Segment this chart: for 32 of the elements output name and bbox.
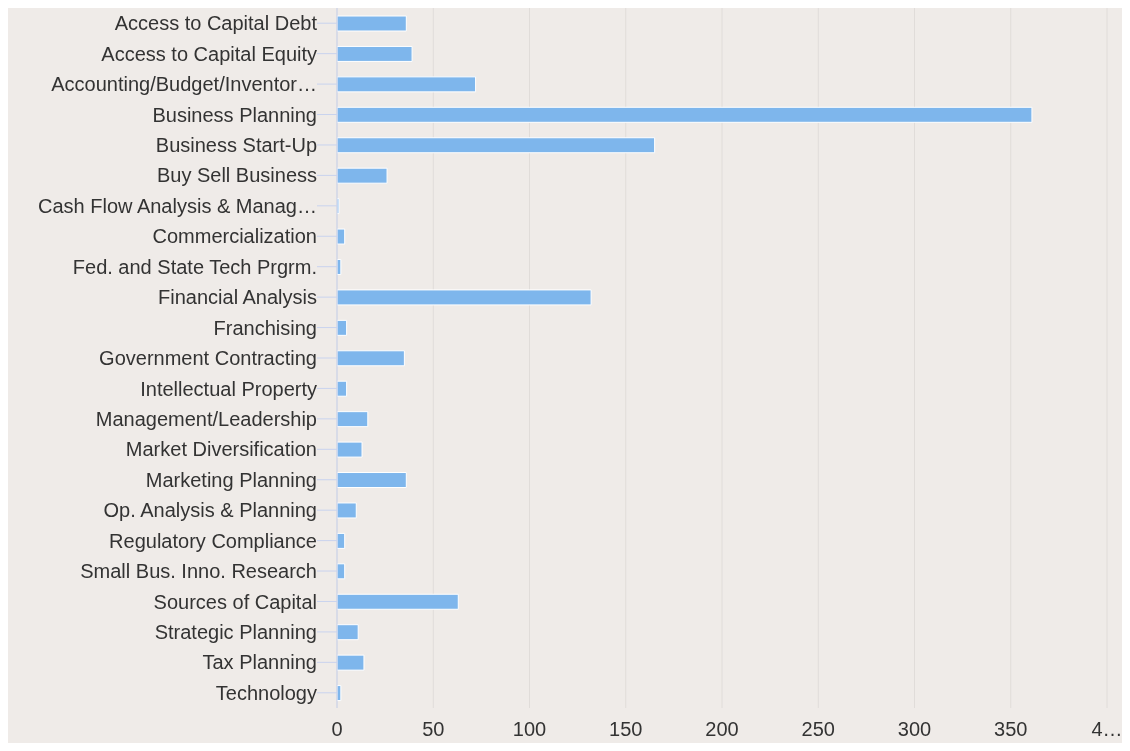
x-tick-label: 200: [705, 718, 739, 741]
x-tick-label: 350: [994, 718, 1028, 741]
y-tick-label: Fed. and State Tech Prgrm.: [72, 255, 317, 278]
y-tick-label: Intellectual Property: [140, 377, 317, 400]
y-tick-label: Financial Analysis: [158, 286, 317, 309]
y-tick-label: Business Start-Up: [155, 134, 317, 157]
x-tick-label: 100: [512, 718, 547, 741]
y-tick-label: Government Contracting: [99, 347, 317, 370]
y-tick-label: Small Bus. Inno. Research: [80, 560, 317, 583]
y-tick-label: Accounting/Budget/Inventor…: [51, 73, 317, 96]
y-tick-label: Cash Flow Analysis & Manag…: [37, 194, 317, 217]
y-tick-label: Business Planning: [152, 103, 317, 126]
y-tick-label: Op. Analysis & Planning: [103, 499, 317, 522]
y-tick-label: Access to Capital Equity: [101, 42, 317, 65]
y-tick-label: Access to Capital Debt: [114, 12, 318, 35]
y-tick-label: Market Diversification: [125, 438, 317, 461]
x-tick-label: 50: [422, 718, 445, 741]
y-tick-label: Regulatory Compliance: [109, 529, 317, 552]
y-tick-label: Franchising: [213, 316, 317, 339]
x-tick-label: 0: [331, 718, 343, 741]
y-tick-label: Tax Planning: [202, 651, 317, 674]
y-tick-label: Management/Leadership: [95, 407, 317, 430]
x-tick-label: 4…: [1091, 718, 1123, 741]
y-tick-label: Marketing Planning: [145, 468, 317, 491]
y-tick-label: Sources of Capital: [153, 590, 317, 613]
y-tick-label: Buy Sell Business: [156, 164, 317, 187]
y-tick-label: Strategic Planning: [154, 621, 317, 644]
x-tick-label: 150: [609, 718, 643, 741]
x-tick-label: 250: [801, 718, 835, 741]
y-tick-label: Technology: [215, 681, 317, 704]
x-tick-label: 300: [897, 718, 932, 741]
y-tick-label: Commercialization: [152, 225, 317, 248]
